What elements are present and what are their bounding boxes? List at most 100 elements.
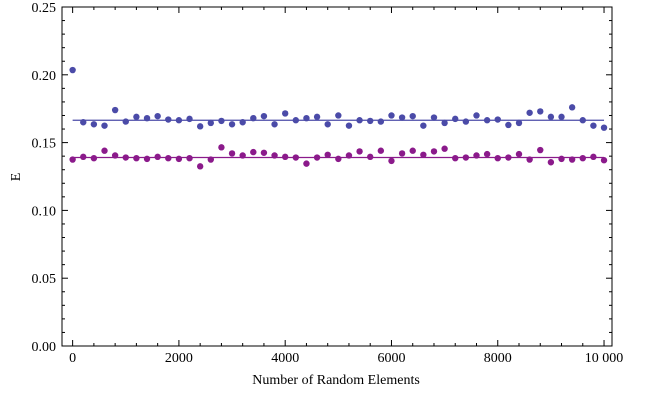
data-point-series-2 [207,156,214,163]
data-point-series-1 [90,121,98,128]
data-point-series-1 [292,117,300,124]
data-point-series-1 [69,66,76,74]
y-tick-label: 0.15 [32,137,57,152]
x-tick-label: 4000 [271,351,299,366]
data-point-series-1 [335,112,342,119]
data-point-series-2 [175,155,183,163]
data-point-series-1 [101,122,108,129]
data-point-series-1 [260,112,268,120]
data-point-series-2 [505,154,512,161]
data-point-series-2 [590,153,597,161]
data-point-series-2 [154,153,161,161]
data-point-series-1 [80,119,87,126]
data-point-series-1 [515,119,523,127]
data-point-series-1 [281,110,289,117]
data-point-series-2 [537,146,544,154]
data-point-series-1 [345,122,353,129]
x-axis: 0 2000 4000 6000 8000 10 000 [69,7,623,366]
data-point-series-2 [345,152,353,159]
data-point-series-1 [154,112,161,120]
data-point-series-2 [600,157,608,164]
data-point-series-1 [579,117,586,124]
data-point-series-1 [473,112,480,119]
data-point-series-1 [207,119,214,127]
data-point-series-1 [441,119,448,127]
data-point-series-1 [250,114,257,122]
data-point-series-1 [165,116,172,123]
data-point-series-2 [80,153,87,161]
y-tick-label: 0.00 [32,340,57,355]
data-point-series-2 [483,150,491,158]
data-point-series-2 [143,155,151,163]
data-point-series-2 [69,156,76,163]
data-point-series-1 [600,124,608,131]
x-tick-label: 0 [69,351,76,366]
data-point-series-2 [473,152,480,159]
y-axis-label: E [9,173,24,182]
data-point-series-1 [590,122,597,129]
data-point-series-2 [250,148,257,156]
y-axis: 0.00 0.05 0.10 0.15 0.20 0.25 [32,1,612,355]
data-point-series-2 [579,154,586,162]
y-tick-label: 0.25 [32,1,57,16]
data-point-series-2 [239,152,246,159]
data-point-series-1 [568,104,576,111]
data-point-series-1 [398,114,406,121]
data-point-series-1 [186,115,193,123]
data-point-series-1 [430,114,438,121]
data-point-series-1 [313,113,321,121]
fit-lines [72,119,605,159]
data-point-series-2 [228,150,236,157]
data-point-series-1 [239,119,246,126]
data-point-series-1 [133,113,140,121]
data-point-series-2 [367,153,374,161]
data-point-series-1 [452,115,459,123]
y-tick-label: 0.05 [32,272,57,287]
data-point-series-2 [377,147,385,154]
data-point-series-2 [441,145,448,152]
data-point-series-1 [122,118,129,125]
data-point-series-1 [143,114,151,122]
data-point-series-2 [515,150,523,158]
data-point-series-2 [165,154,172,162]
y-tick-label: 0.20 [32,69,57,84]
x-tick-label: 10 000 [585,351,624,366]
data-point-series-2 [420,151,427,159]
data-point-series-2 [388,157,395,165]
data-point-series-1 [483,117,491,124]
data-point-series-1 [547,113,555,121]
data-point-series-1 [356,117,363,124]
data-point-series-2 [356,148,363,155]
data-point-series-1 [420,122,427,129]
data-point-series-2 [324,151,331,159]
data-point-series-2 [303,160,310,167]
data-point-series-2 [430,148,438,155]
data-point-series-2 [547,159,555,166]
data-point-series-2 [186,154,193,162]
data-point-series-1 [303,114,310,122]
data-point-series-1 [218,117,225,125]
data-point-series-1 [367,117,374,125]
data-point-series-1 [409,112,416,120]
data-point-series-2 [90,154,98,162]
x-tick-label: 2000 [165,351,193,366]
data-point-series-2 [196,163,204,170]
data-point-series-2 [398,150,406,157]
data-point-series-2 [101,147,108,154]
data-point-series-1 [462,118,470,125]
data-point-series-1 [494,116,501,123]
data-point-series-2 [568,156,576,163]
plot-frame [61,6,613,347]
data-point-series-2 [111,152,119,159]
data-point-series-2 [462,154,470,161]
data-points [69,66,608,170]
data-point-series-1 [324,121,331,128]
x-axis-label: Number of Random Elements [252,373,420,388]
data-point-series-2 [281,153,289,161]
data-point-series-2 [122,154,129,161]
data-point-series-1 [558,113,565,121]
x-tick-label: 6000 [377,351,405,366]
data-point-series-2 [133,154,140,162]
data-point-series-2 [452,154,459,162]
